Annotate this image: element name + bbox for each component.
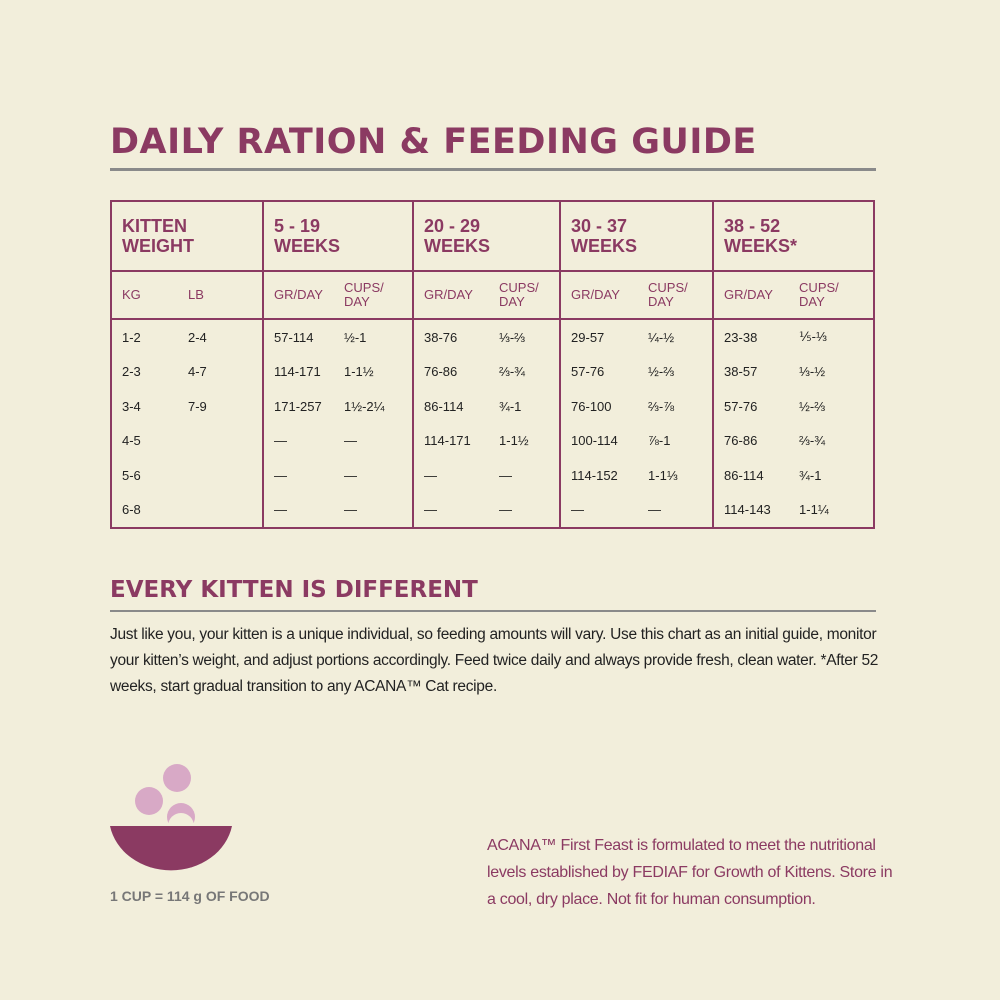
- table-cell: 76-100: [571, 398, 612, 414]
- table-cell: 3-4: [122, 398, 141, 414]
- table-cell: —: [571, 502, 585, 518]
- sub-header: CUPS/ DAY: [334, 271, 415, 320]
- sub-header: KG: [111, 271, 178, 320]
- sub-header: CUPS/ DAY: [638, 271, 715, 320]
- table-cell: 5-6: [122, 467, 141, 483]
- table-cell: 114-143: [724, 502, 771, 518]
- table-cell: —: [334, 492, 415, 528]
- table-cell: 57-76: [724, 398, 758, 414]
- group-header: KITTEN WEIGHT: [111, 201, 264, 272]
- table-cell: 76-86: [424, 364, 458, 380]
- table-cell: ⅞-1: [638, 423, 715, 458]
- table-cell: 2-4: [178, 319, 264, 355]
- table-cell: 1-1½: [489, 423, 562, 458]
- table-cell: —: [489, 492, 562, 528]
- sub-header: LB: [178, 271, 264, 320]
- table-cell: [178, 458, 264, 493]
- table-cell: 100-114: [571, 433, 618, 449]
- table-cell: 1-1¼: [789, 492, 876, 528]
- table-cell: 171-257: [274, 398, 322, 414]
- table-cell: ⅓-½: [789, 354, 876, 389]
- table-cell: ½-⅔: [638, 354, 715, 389]
- table-row: 1-2 2-4 57-114 ½-1 38-76 ⅓-⅔ 29-57 ¼-½ 23-38 ⅕-⅓: [111, 319, 876, 355]
- table-cell: 114-171: [274, 364, 321, 380]
- divider: [110, 168, 876, 171]
- table-row: 4-5 — — 114-171 1-1½ 100-114 ⅞-1 76-86 ⅔-¾: [111, 423, 876, 458]
- table-cell: 23-38: [724, 329, 758, 345]
- sub-header: GR/DAY: [560, 271, 639, 320]
- group-header: 38 - 52 WEEKS*: [713, 201, 876, 272]
- group-header: 20 - 29 WEEKS: [413, 201, 562, 272]
- section-title: EVERY KITTEN IS DIFFERENT: [110, 577, 478, 603]
- table-cell: [178, 492, 264, 528]
- table-cell: 114-152: [571, 467, 618, 483]
- table-row: 3-4 7-9 171-257 1½-2¼ 86-114 ¾-1 76-100 ⅔-⅞ 57-7…: [111, 389, 876, 424]
- table-cell: ⅓-⅔: [489, 319, 562, 355]
- table-cell: 38-76: [424, 329, 458, 345]
- table-cell: —: [424, 467, 438, 483]
- table-cell: —: [638, 492, 715, 528]
- table-cell: ¾-1: [489, 389, 562, 424]
- table-cell: 6-8: [122, 502, 141, 518]
- table-cell: —: [274, 467, 287, 483]
- table-cell: 1-1⅓: [638, 458, 715, 493]
- sub-header: GR/DAY: [413, 271, 490, 320]
- table-cell: 1-2: [122, 329, 141, 345]
- sub-header: CUPS/ DAY: [489, 271, 562, 320]
- table-cell: 29-57: [571, 329, 605, 345]
- table-cell: 1½-2¼: [334, 389, 415, 424]
- table-cell: 1-1½: [334, 354, 415, 389]
- table-cell: 4-7: [178, 354, 264, 389]
- bowl-caption: 1 CUP = 114 g OF FOOD: [110, 888, 270, 904]
- sub-header-row: KG LB GR/DAY CUPS/ DAY GR/DAY CUPS/ DAY GR/DAY…: [111, 271, 876, 320]
- table-row: 2-3 4-7 114-171 1-1½ 76-86 ⅔-¾ 57-76 ½-⅔ 38-57 ⅓-…: [111, 354, 876, 389]
- table-cell: —: [489, 458, 562, 493]
- table-cell: 4-5: [122, 433, 141, 449]
- table-cell: —: [334, 423, 415, 458]
- table-cell: 2-3: [122, 364, 141, 380]
- group-header-row: KITTEN WEIGHT 5 - 19 WEEKS 20 - 29 WEEKS 30…: [111, 201, 876, 272]
- table-cell: ⅕-⅓: [789, 319, 876, 355]
- note: ACANA™ First Feast is formulated to meet…: [487, 837, 893, 908]
- table-cell: —: [274, 502, 287, 518]
- divider: [110, 610, 876, 612]
- table-cell: —: [334, 458, 415, 493]
- table-cell: [178, 423, 264, 458]
- table-cell: 57-76: [571, 364, 605, 380]
- table-cell: ⅔-¾: [489, 354, 562, 389]
- table-cell: 86-114: [424, 398, 464, 414]
- sub-header: GR/DAY: [713, 271, 790, 320]
- table-cell: 76-86: [724, 433, 758, 449]
- table-cell: ⅔-⅞: [638, 389, 715, 424]
- section-text: Just like you, your kitten is a unique i…: [110, 626, 879, 695]
- table-cell: —: [274, 433, 287, 449]
- table-cell: 57-114: [274, 329, 314, 345]
- table-cell: ¾-1: [789, 458, 876, 493]
- table-cell: 7-9: [178, 389, 264, 424]
- table-cell: 114-171: [424, 433, 471, 449]
- table-cell: 38-57: [724, 364, 758, 380]
- table-cell: 86-114: [724, 467, 764, 483]
- table-cell: ½-⅔: [789, 389, 876, 424]
- group-header: 30 - 37 WEEKS: [560, 201, 715, 272]
- title: DAILY RATION & FEEDING GUIDE: [110, 122, 757, 162]
- bowl-icon: [110, 764, 232, 871]
- table-cell: ⅔-¾: [789, 423, 876, 458]
- sub-header: CUPS/ DAY: [789, 271, 876, 320]
- table-cell: ¼-½: [638, 319, 715, 355]
- feeding-table: KITTEN WEIGHT 5 - 19 WEEKS 20 - 29 WEEKS 30…: [110, 200, 876, 529]
- group-header: 5 - 19 WEEKS: [263, 201, 415, 272]
- table-row: 5-6 — — — — 114-152 1-1⅓ 86-114 ¾-1: [111, 458, 876, 493]
- table-row: 6-8 — — — — — — 114-143 1-1¼: [111, 492, 876, 528]
- table-cell: —: [424, 502, 438, 518]
- sub-header: GR/DAY: [263, 271, 334, 320]
- table-cell: ½-1: [334, 319, 415, 355]
